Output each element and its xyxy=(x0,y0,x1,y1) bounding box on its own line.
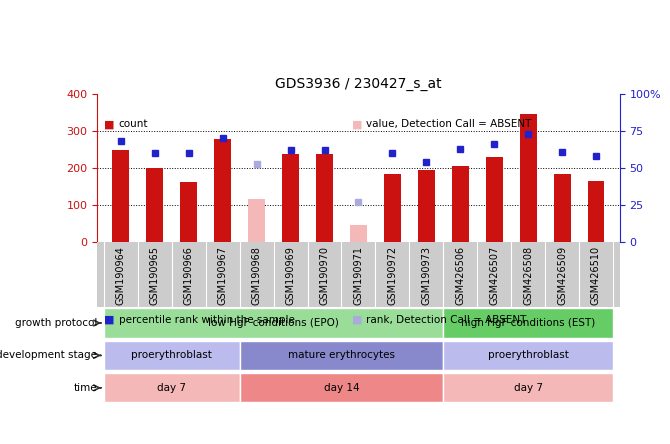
Text: GSM190971: GSM190971 xyxy=(354,246,363,305)
Text: ■: ■ xyxy=(104,315,115,325)
Bar xyxy=(486,157,502,242)
Text: GSM426507: GSM426507 xyxy=(489,246,499,305)
Text: proerythroblast: proerythroblast xyxy=(131,350,212,361)
FancyBboxPatch shape xyxy=(104,341,240,370)
Bar xyxy=(350,225,367,242)
FancyBboxPatch shape xyxy=(444,309,613,337)
Text: GSM426506: GSM426506 xyxy=(455,246,465,305)
Text: percentile rank within the sample: percentile rank within the sample xyxy=(119,315,294,325)
Bar xyxy=(113,150,129,242)
Text: GSM190964: GSM190964 xyxy=(116,246,126,305)
Text: GSM190973: GSM190973 xyxy=(421,246,431,305)
Text: GSM190968: GSM190968 xyxy=(252,246,262,305)
Bar xyxy=(316,154,333,242)
Text: day 7: day 7 xyxy=(514,383,543,393)
Text: growth protocol: growth protocol xyxy=(15,318,97,328)
Text: low HgF conditions (EPO): low HgF conditions (EPO) xyxy=(208,318,339,328)
FancyBboxPatch shape xyxy=(104,373,240,402)
Bar xyxy=(520,114,537,242)
Text: GSM190967: GSM190967 xyxy=(218,246,228,305)
Text: day 14: day 14 xyxy=(324,383,359,393)
Bar xyxy=(588,181,604,242)
Bar xyxy=(180,182,197,242)
Text: mature erythrocytes: mature erythrocytes xyxy=(288,350,395,361)
Text: day 7: day 7 xyxy=(157,383,186,393)
Text: proerythroblast: proerythroblast xyxy=(488,350,569,361)
FancyBboxPatch shape xyxy=(444,373,613,402)
Text: high HgF conditions (EST): high HgF conditions (EST) xyxy=(461,318,595,328)
Bar xyxy=(418,170,435,242)
FancyBboxPatch shape xyxy=(240,341,444,370)
Text: ■: ■ xyxy=(352,315,362,325)
Text: ■: ■ xyxy=(352,119,362,129)
Bar xyxy=(384,174,401,242)
Bar xyxy=(146,168,163,242)
Text: development stage: development stage xyxy=(0,350,97,361)
Text: GSM190966: GSM190966 xyxy=(184,246,194,305)
Bar xyxy=(553,174,571,242)
Title: GDS3936 / 230427_s_at: GDS3936 / 230427_s_at xyxy=(275,77,442,91)
Text: rank, Detection Call = ABSENT: rank, Detection Call = ABSENT xyxy=(366,315,527,325)
Text: GSM426508: GSM426508 xyxy=(523,246,533,305)
Bar xyxy=(452,166,469,242)
FancyBboxPatch shape xyxy=(104,309,444,337)
Text: GSM190969: GSM190969 xyxy=(285,246,295,305)
Text: GSM426509: GSM426509 xyxy=(557,246,567,305)
Text: time: time xyxy=(74,383,97,393)
FancyBboxPatch shape xyxy=(240,373,444,402)
Text: ■: ■ xyxy=(104,119,115,129)
Text: value, Detection Call = ABSENT: value, Detection Call = ABSENT xyxy=(366,119,532,129)
FancyBboxPatch shape xyxy=(444,341,613,370)
Text: GSM190965: GSM190965 xyxy=(150,246,160,305)
Text: count: count xyxy=(119,119,148,129)
Bar xyxy=(214,139,231,242)
Text: GSM426510: GSM426510 xyxy=(591,246,601,305)
Text: GSM190970: GSM190970 xyxy=(320,246,330,305)
Bar xyxy=(282,154,299,242)
Text: GSM190972: GSM190972 xyxy=(387,246,397,305)
Bar xyxy=(248,198,265,242)
